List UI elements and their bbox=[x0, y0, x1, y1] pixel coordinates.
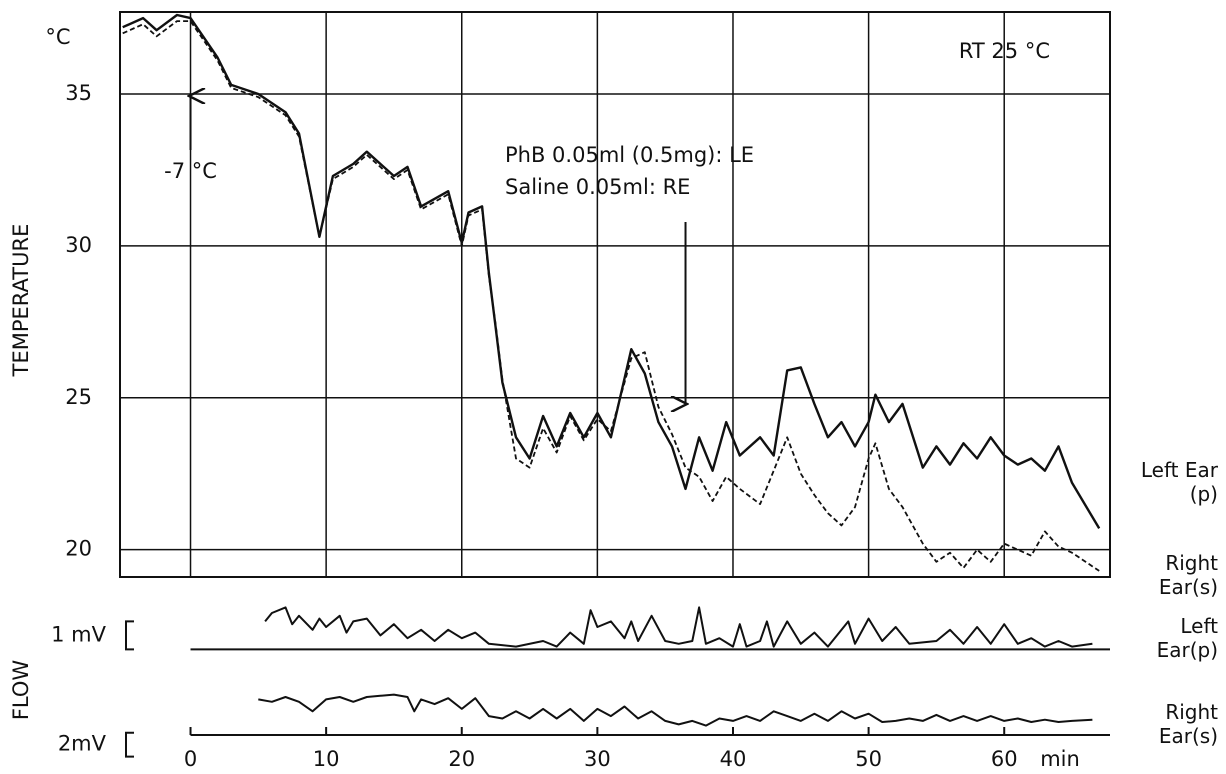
annotation: Saline 0.05ml: RE bbox=[505, 175, 690, 199]
y-tick-label: 30 bbox=[65, 233, 92, 257]
series-label: Right Ear(s) bbox=[1158, 700, 1218, 748]
y-unit: °C bbox=[45, 25, 70, 49]
x-tick-label: 60 bbox=[991, 747, 1018, 771]
scale-bar bbox=[125, 731, 134, 758]
series-label: Left Ear(p) bbox=[1156, 614, 1218, 662]
plot-frame bbox=[119, 11, 1111, 578]
annotation: PhB 0.05ml (0.5mg): LE bbox=[505, 143, 754, 167]
x-tick-label: 40 bbox=[720, 747, 747, 771]
series-label: Right Ear(s) bbox=[1158, 550, 1218, 599]
x-tick-label: 20 bbox=[448, 747, 475, 771]
flow-line bbox=[264, 606, 1093, 648]
scale-bar bbox=[125, 620, 134, 651]
x-tick-label: 0 bbox=[184, 747, 197, 771]
y-tick-label: 35 bbox=[65, 81, 92, 105]
x-axis-unit: min bbox=[1040, 747, 1080, 771]
flow-line bbox=[258, 693, 1093, 727]
x-tick-label: 10 bbox=[313, 747, 340, 771]
y-axis-title: TEMPERATURE bbox=[9, 224, 33, 378]
y-tick-label: 20 bbox=[65, 537, 92, 561]
y-tick-label: 25 bbox=[65, 385, 92, 409]
annotation: -7 °C bbox=[164, 159, 217, 183]
temperature-line bbox=[122, 13, 1101, 530]
scale-bar-label: 2mV bbox=[58, 732, 107, 756]
x-tick-label: 30 bbox=[584, 747, 611, 771]
flow-axis-title: FLOW bbox=[9, 660, 33, 721]
series-label: Left Ear (p) bbox=[1140, 458, 1218, 507]
x-tick-label: 50 bbox=[855, 747, 882, 771]
temperature-line bbox=[122, 20, 1100, 572]
scale-bar-label: 1 mV bbox=[51, 622, 106, 646]
